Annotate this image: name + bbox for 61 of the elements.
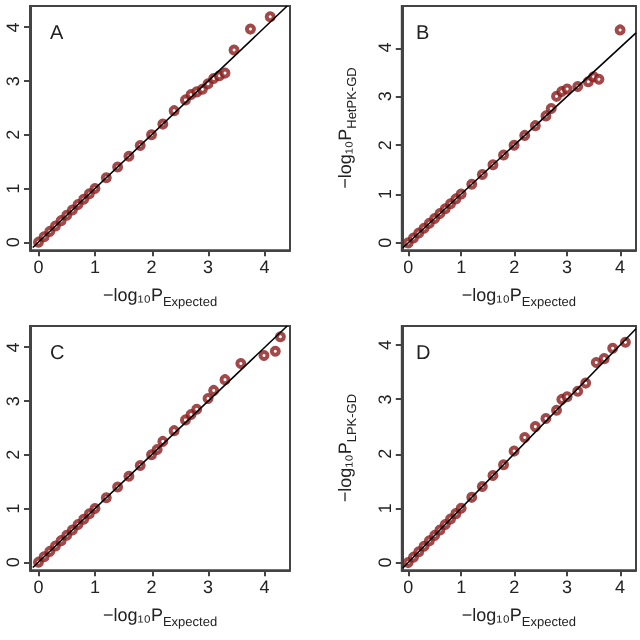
point xyxy=(593,73,605,85)
x-tick-label: 3 xyxy=(203,257,214,278)
point xyxy=(264,11,276,23)
point xyxy=(561,83,573,95)
y-tick-label: 1 xyxy=(3,183,23,194)
y-tick-label: 4 xyxy=(3,22,23,33)
y-tick-label: 0 xyxy=(374,237,395,248)
x-tick-label: 3 xyxy=(562,257,573,278)
x-tick-label: 4 xyxy=(615,257,626,278)
y-tick-label: 2 xyxy=(3,449,23,460)
y-tick-label: 3 xyxy=(3,396,23,407)
point xyxy=(219,67,231,79)
y-tick-label: 2 xyxy=(374,448,395,459)
y-tick-label: 3 xyxy=(3,76,23,87)
x-tick-label: 4 xyxy=(259,577,270,598)
x-tick-label: 1 xyxy=(456,577,467,598)
point xyxy=(274,331,286,343)
y-tick-label: 1 xyxy=(374,503,395,514)
point xyxy=(607,342,619,354)
point xyxy=(614,24,626,36)
x-tick-label: 0 xyxy=(33,257,44,278)
y-tick-label: 0 xyxy=(374,557,395,568)
annotation: D xyxy=(416,343,431,365)
x-tick-label: 3 xyxy=(562,577,573,598)
point xyxy=(519,432,531,443)
point xyxy=(244,23,256,35)
x-tick-label: 4 xyxy=(615,577,626,598)
y-tick-label: 4 xyxy=(374,42,395,53)
x-tick-label: 1 xyxy=(89,257,101,278)
y-tick-label: 3 xyxy=(374,91,395,102)
y-tick-label: 4 xyxy=(374,340,395,351)
y-tick-label: 3 xyxy=(374,394,395,405)
y-tick-label: 0 xyxy=(3,237,23,248)
y-tick-label: 2 xyxy=(3,129,23,140)
annotation: A xyxy=(50,23,64,45)
x-tick-label: 0 xyxy=(403,577,414,598)
annotation: B xyxy=(416,23,430,45)
x-tick-label: 1 xyxy=(456,257,467,278)
point xyxy=(258,350,270,362)
y-tick-label: 2 xyxy=(374,140,395,151)
x-tick-label: 0 xyxy=(403,257,414,278)
point xyxy=(235,358,247,370)
x-tick-label: 3 xyxy=(203,577,214,598)
point xyxy=(269,345,281,357)
y-tick-label: 0 xyxy=(3,557,23,568)
point xyxy=(529,421,541,433)
y-tick-label: 1 xyxy=(374,189,395,200)
point xyxy=(228,44,240,56)
point xyxy=(219,374,231,386)
x-tick-label: 1 xyxy=(89,577,101,598)
x-tick-label: 4 xyxy=(259,257,270,278)
y-tick-label: 4 xyxy=(3,342,23,353)
point xyxy=(590,356,602,368)
y-tick-label: 1 xyxy=(3,503,23,514)
point xyxy=(208,384,220,396)
x-tick-label: 2 xyxy=(509,577,520,598)
annotation: C xyxy=(50,343,65,365)
x-tick-label: 2 xyxy=(509,257,520,278)
x-tick-label: 2 xyxy=(146,577,157,598)
x-tick-label: 2 xyxy=(146,257,157,278)
x-tick-label: 0 xyxy=(33,577,44,598)
